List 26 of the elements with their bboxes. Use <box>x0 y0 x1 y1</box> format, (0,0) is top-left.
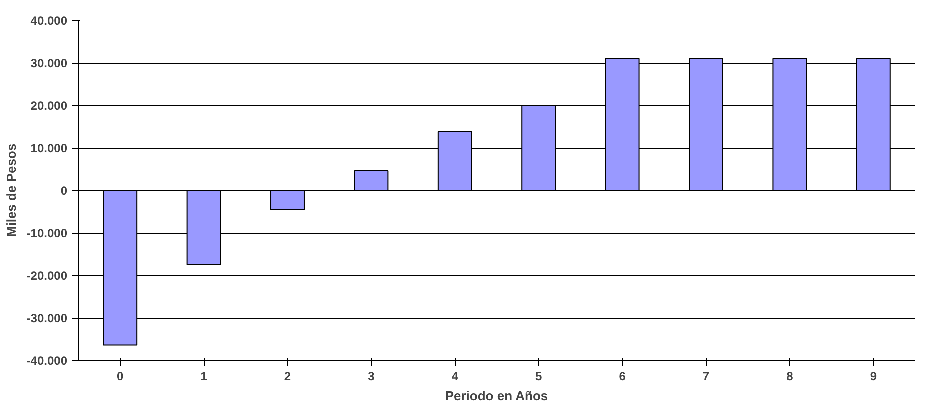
y-tick-label: -40.000 <box>26 354 68 368</box>
bar <box>270 190 305 211</box>
bar <box>354 170 389 191</box>
y-tick-label: 10.000 <box>30 142 68 156</box>
x-tick-label: 9 <box>870 370 878 384</box>
y-tick-label: 20.000 <box>30 99 68 113</box>
x-tick-label: 8 <box>786 370 794 384</box>
y-tick-label: 0 <box>60 184 68 198</box>
bar <box>438 131 472 191</box>
x-tick-label: 3 <box>368 370 376 384</box>
y-tick-label: -10.000 <box>26 226 68 240</box>
x-tick-label: 6 <box>619 370 626 384</box>
x-tick-label: 5 <box>536 370 543 384</box>
y-tick-label: -30.000 <box>26 312 68 326</box>
bar <box>522 105 556 191</box>
x-tick-label: 1 <box>200 370 208 384</box>
y-tick-label: -20.000 <box>26 269 68 283</box>
bar <box>186 190 222 266</box>
x-tick-label: 0 <box>117 370 124 384</box>
x-axis-title: Periodo en Años <box>445 388 548 404</box>
x-tick-label: 7 <box>702 370 710 384</box>
y-tick-label: 40.000 <box>30 14 68 28</box>
y-axis-title: Miles de Pesos <box>4 144 19 238</box>
y-tick-label: 30.000 <box>30 56 68 70</box>
x-tick-label: 2 <box>284 370 292 384</box>
x-tick-label: 4 <box>452 370 459 384</box>
